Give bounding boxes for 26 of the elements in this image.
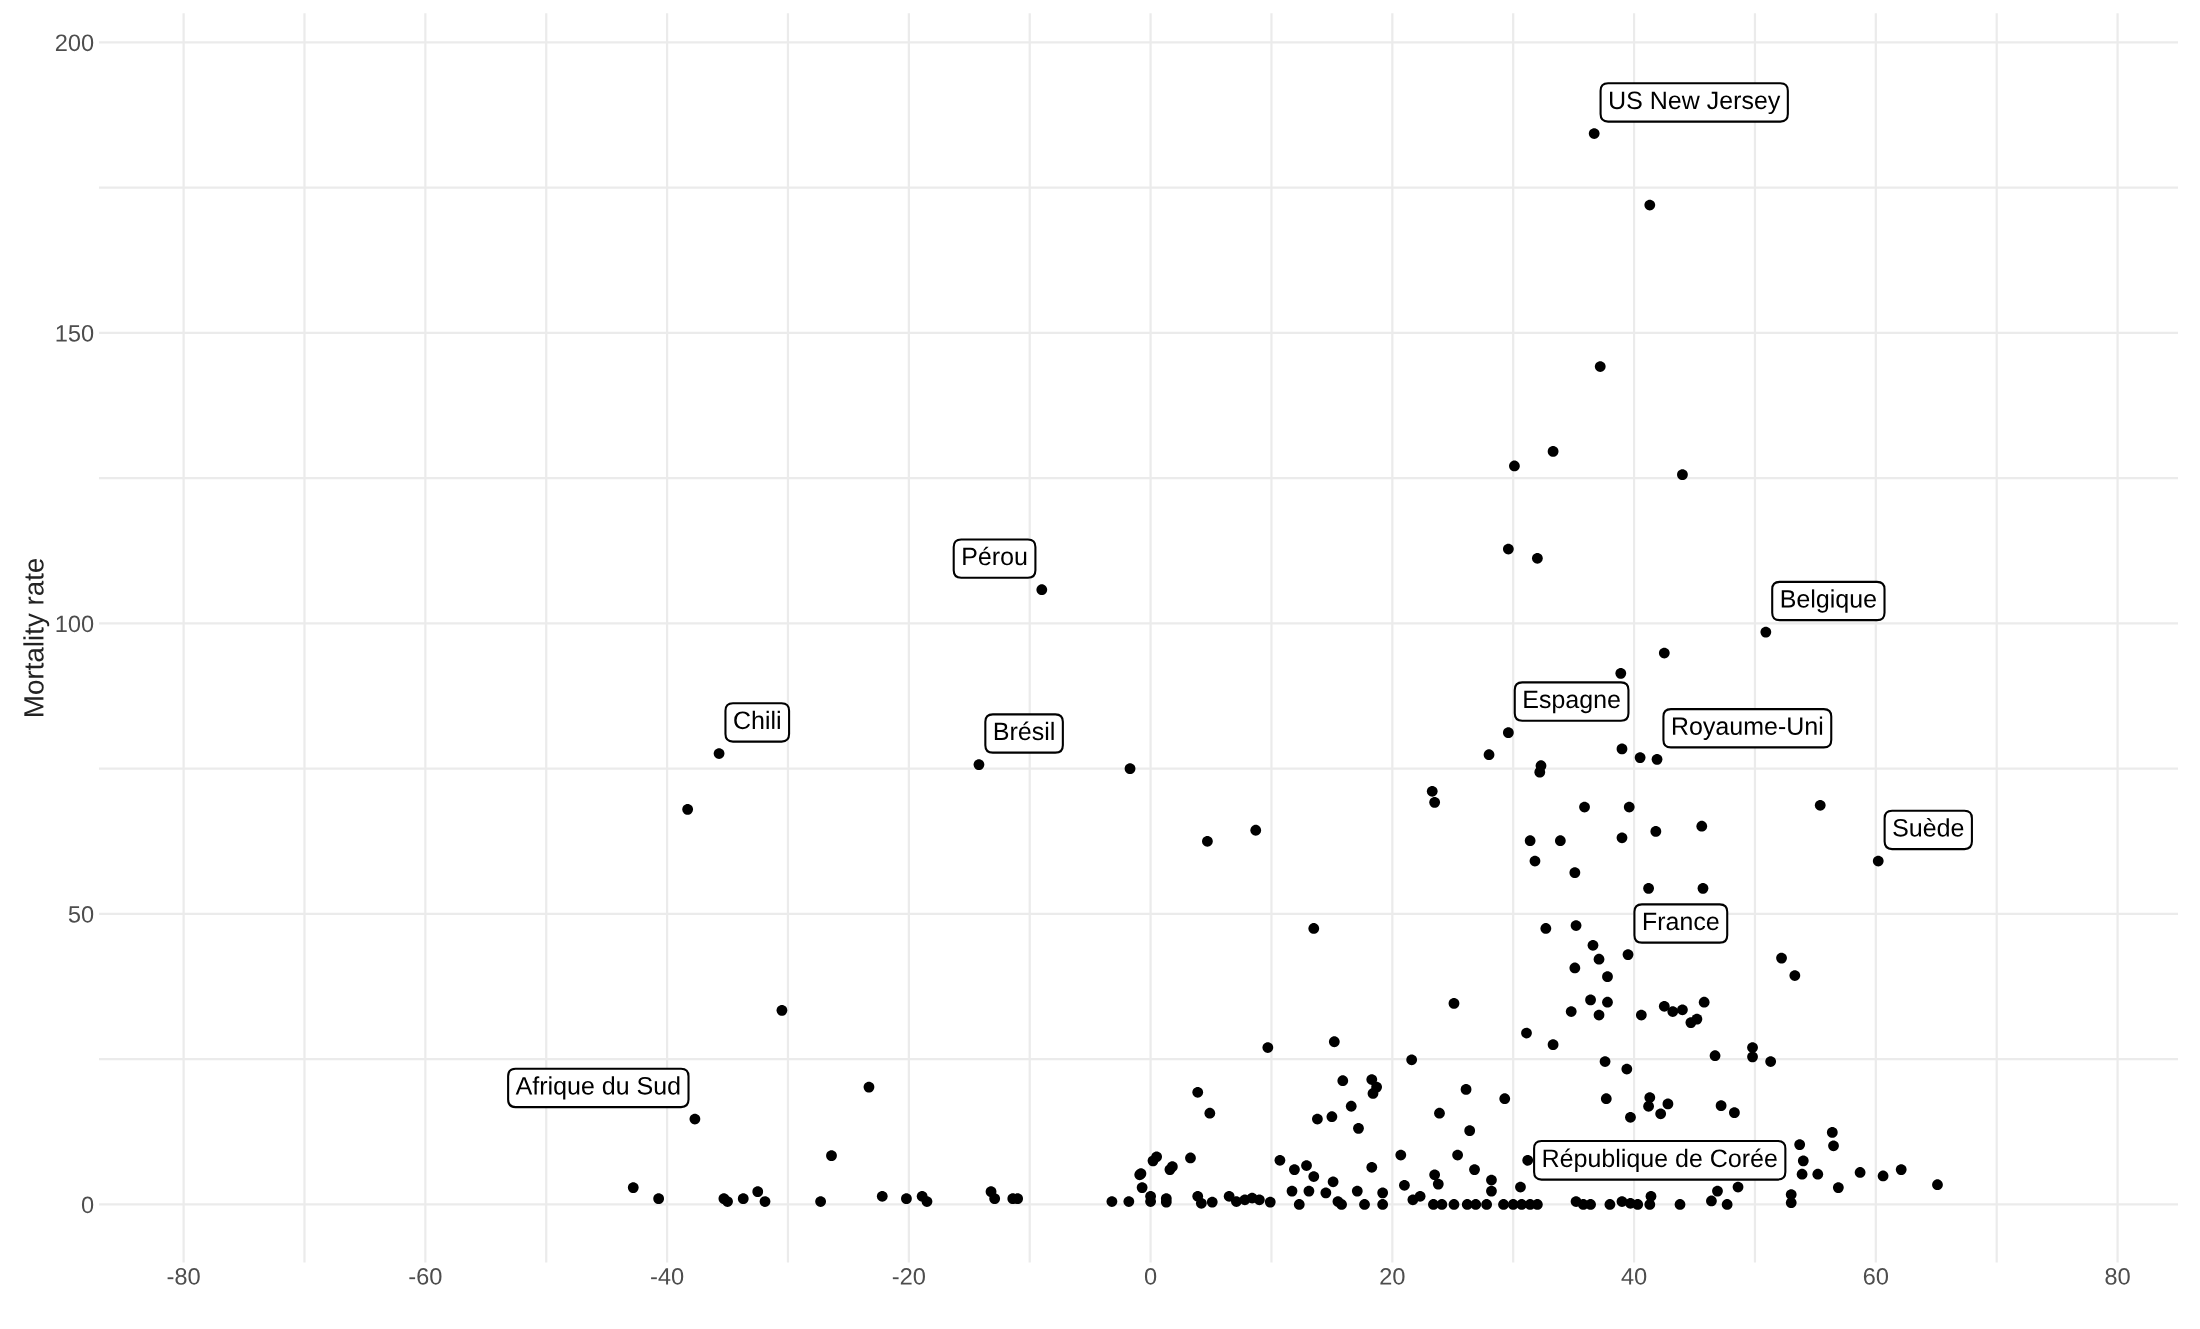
annotation: Pérou — [963, 546, 1027, 566]
y-tick-label: 0 — [81, 1196, 94, 1214]
x-tick-label: -20 — [892, 1268, 925, 1285]
y-tick-label: 200 — [55, 34, 94, 52]
annotation: Royaume-Uni — [1672, 716, 1823, 740]
annotation: Espagne — [1524, 690, 1620, 714]
x-tick-label: 20 — [1380, 1268, 1405, 1285]
x-tick-label: 60 — [1863, 1268, 1889, 1285]
x-tick-label: 80 — [2105, 1268, 2130, 1285]
annotation: Suède — [1893, 818, 1964, 837]
annotation: France — [1643, 912, 1719, 931]
x-tick-label: -80 — [167, 1268, 200, 1285]
x-tick-label: -60 — [409, 1268, 442, 1285]
x-tick-label: 0 — [1144, 1268, 1157, 1285]
x-tick-label: -40 — [651, 1268, 684, 1285]
annotation: Afrique du Sud — [515, 1076, 680, 1100]
x-tick-label: 40 — [1621, 1268, 1647, 1285]
annotation: République de Corée — [1543, 1148, 1777, 1173]
y-tick-label: 100 — [56, 615, 94, 633]
y-axis-title: Mortality rate — [23, 558, 50, 716]
y-tick-label: 50 — [68, 905, 94, 923]
annotation: Belgique — [1781, 589, 1876, 613]
annotation: US New Jersey — [1610, 91, 1781, 115]
y-tick-label: 150 — [56, 324, 94, 342]
annotation: Chili — [734, 710, 780, 730]
annotation: Brésil — [994, 721, 1054, 741]
